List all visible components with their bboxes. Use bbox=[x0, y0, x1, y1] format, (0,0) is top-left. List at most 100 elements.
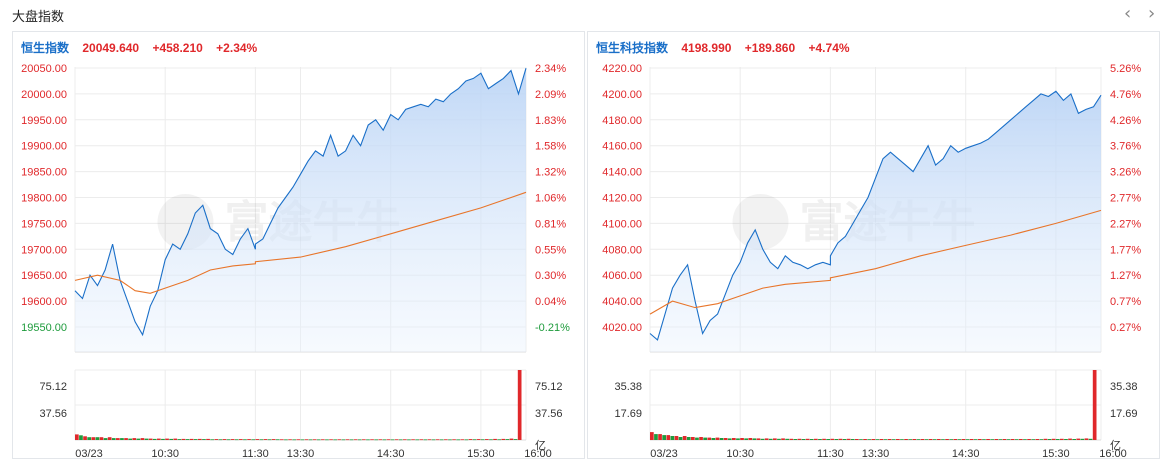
volume-bar bbox=[797, 438, 802, 440]
volume-bar bbox=[214, 439, 219, 440]
volume-bar bbox=[715, 437, 720, 440]
volume-bar bbox=[1031, 439, 1035, 440]
volume-bar bbox=[345, 439, 350, 441]
volume-bar bbox=[699, 437, 703, 440]
volume-bar bbox=[165, 438, 169, 440]
chevron-left-icon[interactable]: ‹ bbox=[1124, 3, 1132, 24]
volume-bar bbox=[686, 437, 691, 440]
volume-bar bbox=[296, 439, 301, 441]
volume-bar bbox=[658, 434, 662, 440]
volume-bar bbox=[107, 437, 112, 440]
volume-bar bbox=[928, 439, 933, 440]
index-name[interactable]: 恒生指数 bbox=[21, 41, 70, 55]
volume-bar bbox=[896, 439, 900, 440]
volume-bar bbox=[1006, 439, 1011, 440]
volume-bar bbox=[793, 439, 798, 440]
volume-bar bbox=[674, 436, 679, 440]
volume-bar bbox=[834, 439, 839, 440]
volume-bar bbox=[517, 370, 522, 440]
time-tick-label: 03/23 bbox=[75, 448, 103, 458]
volume-bar bbox=[740, 438, 744, 440]
volume-bar bbox=[932, 439, 937, 440]
volume-bar bbox=[1043, 438, 1048, 440]
index-change: +189.860 bbox=[744, 41, 796, 55]
volume-bar bbox=[103, 438, 108, 440]
volume-bar bbox=[752, 438, 757, 440]
volume-bar bbox=[489, 439, 493, 441]
index-name[interactable]: 恒生科技指数 bbox=[596, 41, 669, 55]
volume-bar bbox=[719, 438, 724, 440]
volume-bar bbox=[711, 438, 716, 440]
index-last-price: 4198.990 bbox=[681, 41, 732, 55]
volume-tick-label: 75.12 bbox=[535, 381, 563, 393]
volume-tick-label: 35.38 bbox=[614, 381, 642, 393]
volume-bar bbox=[1035, 439, 1040, 440]
hsi-quote-header: 恒生指数 20049.640 +458.210 +2.34% bbox=[21, 39, 267, 56]
volume-bar bbox=[79, 435, 83, 440]
hsi-panel[interactable]: 恒生指数 20049.640 +458.210 +2.34% 富途牛牛20050… bbox=[12, 31, 585, 459]
percent-tick-label: 1.06% bbox=[535, 193, 566, 205]
volume-bar bbox=[990, 439, 994, 440]
volume-bar bbox=[801, 439, 806, 440]
percent-tick-label: 0.27% bbox=[1110, 322, 1141, 334]
percent-tick-label: 0.04% bbox=[535, 296, 566, 308]
volume-bar bbox=[957, 439, 962, 440]
volume-bar bbox=[75, 434, 79, 440]
volume-bar bbox=[386, 439, 391, 441]
volume-bar bbox=[1051, 438, 1056, 440]
time-tick-label: 03/23 bbox=[650, 448, 678, 458]
volume-bar bbox=[945, 439, 949, 440]
volume-bar bbox=[855, 439, 859, 440]
volume-bar bbox=[132, 438, 137, 440]
volume-bar bbox=[961, 439, 966, 440]
volume-bar bbox=[846, 438, 851, 440]
volume-bar bbox=[1055, 439, 1060, 440]
volume-bar bbox=[304, 439, 309, 441]
volume-bar bbox=[398, 439, 403, 441]
volume-bar bbox=[736, 438, 740, 440]
volume-unit-label: 亿 bbox=[535, 439, 546, 452]
volume-bar bbox=[136, 438, 141, 440]
volume-bar bbox=[513, 439, 518, 440]
price-tick-label: 4140.00 bbox=[602, 167, 642, 179]
time-tick-label: 14:30 bbox=[377, 448, 405, 458]
hstech-panel[interactable]: 恒生科技指数 4198.990 +189.860 +4.74% 富途牛牛4220… bbox=[587, 31, 1160, 459]
volume-bar bbox=[654, 434, 658, 440]
volume-bar bbox=[312, 439, 317, 441]
volume-bar bbox=[403, 439, 407, 441]
volume-bar bbox=[978, 439, 982, 440]
volume-bar bbox=[374, 439, 378, 441]
volume-bar bbox=[916, 439, 921, 440]
volume-bar bbox=[748, 438, 753, 440]
volume-bar bbox=[781, 438, 785, 440]
volume-bar bbox=[480, 439, 485, 441]
chevron-right-icon[interactable]: › bbox=[1148, 3, 1156, 24]
volume-bar bbox=[760, 438, 765, 440]
volume-bar bbox=[325, 439, 329, 441]
volume-bar bbox=[1064, 439, 1068, 440]
volume-bar bbox=[904, 439, 908, 440]
price-tick-label: 19750.00 bbox=[21, 218, 67, 230]
price-tick-label: 4160.00 bbox=[602, 141, 642, 153]
volume-bar bbox=[814, 438, 818, 440]
price-tick-label: 4080.00 bbox=[602, 244, 642, 256]
volume-bar bbox=[255, 439, 260, 440]
volume-bar bbox=[703, 437, 707, 440]
time-tick-label: 15:30 bbox=[467, 448, 495, 458]
volume-bar bbox=[259, 439, 264, 441]
hstech-quote-header: 恒生科技指数 4198.990 +189.860 +4.74% bbox=[596, 39, 860, 56]
volume-bar bbox=[460, 439, 465, 441]
volume-bar bbox=[407, 439, 411, 441]
volume-tick-label: 37.56 bbox=[535, 408, 563, 420]
volume-bar bbox=[1060, 438, 1064, 440]
volume-bar bbox=[809, 439, 814, 440]
volume-bar bbox=[181, 438, 186, 440]
volume-bar bbox=[1092, 370, 1097, 440]
volume-bar bbox=[937, 439, 941, 440]
percent-tick-label: 2.77% bbox=[1110, 193, 1141, 205]
volume-bar bbox=[785, 438, 789, 440]
price-line bbox=[74, 68, 527, 337]
volume-bar bbox=[198, 438, 202, 440]
index-change-percent: +2.34% bbox=[216, 41, 258, 55]
volume-bar bbox=[91, 437, 96, 440]
